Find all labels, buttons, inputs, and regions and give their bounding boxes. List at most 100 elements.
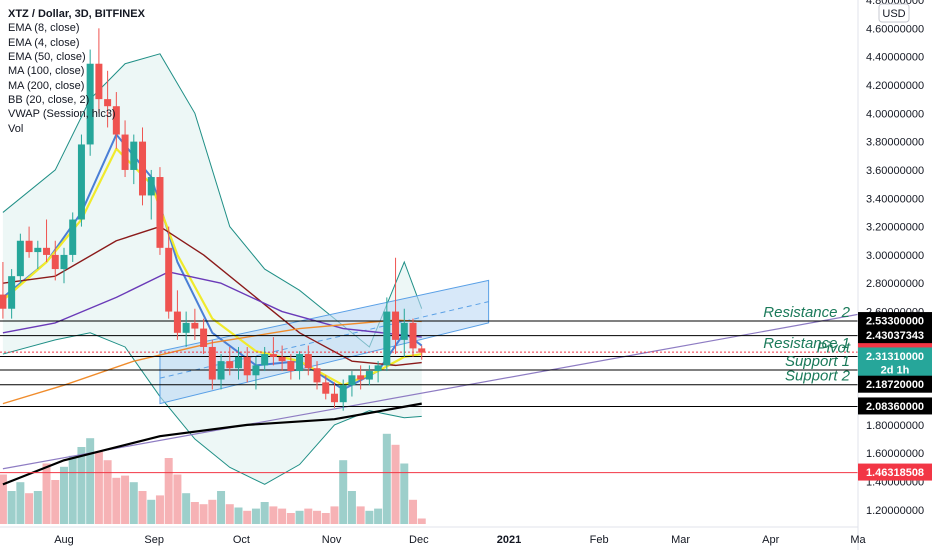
candle-body — [269, 354, 277, 357]
candle — [0, 262, 7, 319]
price-tick-label: 2.80000000 — [866, 278, 924, 290]
candle-body — [104, 99, 112, 107]
candle — [104, 70, 112, 128]
volume-bar — [251, 508, 260, 524]
volume-bar — [103, 460, 112, 524]
candle — [243, 346, 251, 383]
candle — [392, 257, 400, 355]
volume-bar — [94, 451, 103, 524]
candle — [25, 226, 33, 258]
candle-body — [278, 356, 286, 362]
volume-bar — [42, 463, 51, 524]
volume-bar — [286, 513, 295, 524]
candle — [278, 345, 286, 372]
ma-line-ema50 — [2, 225, 422, 367]
candle-body — [139, 141, 147, 196]
volume-bar — [77, 447, 86, 524]
price-tag-label: 2.18720000 — [866, 379, 924, 391]
candle — [112, 92, 120, 149]
time-tick-label: Nov — [322, 534, 342, 546]
candle-body — [16, 240, 24, 277]
candle-body — [392, 311, 400, 340]
time-tick-label: Apr — [762, 534, 779, 546]
candle-body — [313, 368, 321, 383]
volume-bar — [269, 506, 278, 524]
candle-body — [130, 141, 138, 170]
bollinger-lower — [2, 332, 422, 485]
candle-body — [261, 354, 269, 366]
candle — [400, 308, 408, 357]
candle — [16, 233, 24, 284]
volume-bar — [7, 491, 16, 524]
candle — [322, 375, 330, 400]
volume-bar — [208, 499, 217, 524]
candle — [418, 345, 426, 360]
usd-button-label[interactable]: USD — [882, 8, 905, 20]
candle-body — [217, 361, 225, 380]
price-tick-label: 3.20000000 — [866, 222, 924, 234]
candle-body — [60, 254, 68, 270]
volume-bar — [33, 491, 42, 524]
candle-body — [156, 177, 164, 248]
price-tags: 2.533000002.430373432.313600002.31310000… — [858, 312, 932, 481]
candle — [357, 365, 365, 390]
candle-body — [25, 240, 33, 253]
volume-bar — [68, 455, 77, 524]
volume-bar — [321, 513, 330, 524]
candle — [409, 318, 417, 357]
volume-bar — [190, 502, 199, 524]
candle-body — [304, 354, 312, 369]
volume-bar — [225, 504, 234, 524]
volume-bar — [347, 491, 356, 524]
candle — [8, 269, 16, 319]
candle-body — [121, 134, 129, 170]
candle-body — [43, 247, 51, 255]
candle — [226, 346, 234, 376]
usd-button[interactable]: USD — [878, 3, 910, 23]
time-tick-label: Dec — [409, 534, 429, 546]
candle-body — [330, 393, 338, 403]
price-tag-label: 2.43037343 — [866, 330, 924, 342]
candle — [217, 354, 225, 390]
price-tick-label: 4.20000000 — [866, 80, 924, 92]
candle-body — [418, 348, 426, 353]
volume-bar — [199, 504, 208, 524]
candle-body — [339, 385, 347, 403]
time-tick-label: Aug — [54, 534, 74, 546]
volume-bar — [25, 493, 34, 524]
candle — [296, 351, 304, 380]
price-tag-label: 2.08360000 — [866, 401, 924, 413]
candle — [191, 308, 199, 340]
candle-body — [400, 322, 408, 340]
volume-bar — [313, 510, 322, 524]
candle-body — [147, 177, 155, 196]
candle — [339, 379, 347, 411]
price-tag — [858, 347, 932, 365]
candle — [252, 356, 260, 390]
candle — [156, 167, 164, 255]
candle — [261, 346, 269, 372]
price-tag — [858, 375, 932, 393]
volume-bar — [243, 510, 252, 524]
candle — [374, 361, 382, 383]
price-tag-label: 2d 1h — [881, 365, 910, 377]
time-axis: Aug Sep Oct Nov Dec 2021 Feb Mar Apr Ma — [0, 526, 867, 546]
candle — [86, 49, 94, 156]
price-axis-bg — [858, 0, 932, 550]
candle-body — [200, 328, 208, 347]
trendline — [2, 313, 859, 470]
candle — [147, 169, 155, 220]
volume-bar — [121, 475, 130, 524]
legend-ma100: MA (100, close) — [8, 65, 84, 77]
candle-body — [409, 322, 417, 349]
candle-body — [287, 361, 295, 372]
price-tick-label: 3.00000000 — [866, 250, 924, 262]
candle-body — [191, 322, 199, 329]
ma-line-ma100 — [2, 271, 422, 338]
price-tick-label: 1.20000000 — [866, 505, 924, 517]
volume-bar — [138, 491, 147, 524]
candle-body — [86, 63, 94, 145]
candle-body — [383, 311, 391, 366]
